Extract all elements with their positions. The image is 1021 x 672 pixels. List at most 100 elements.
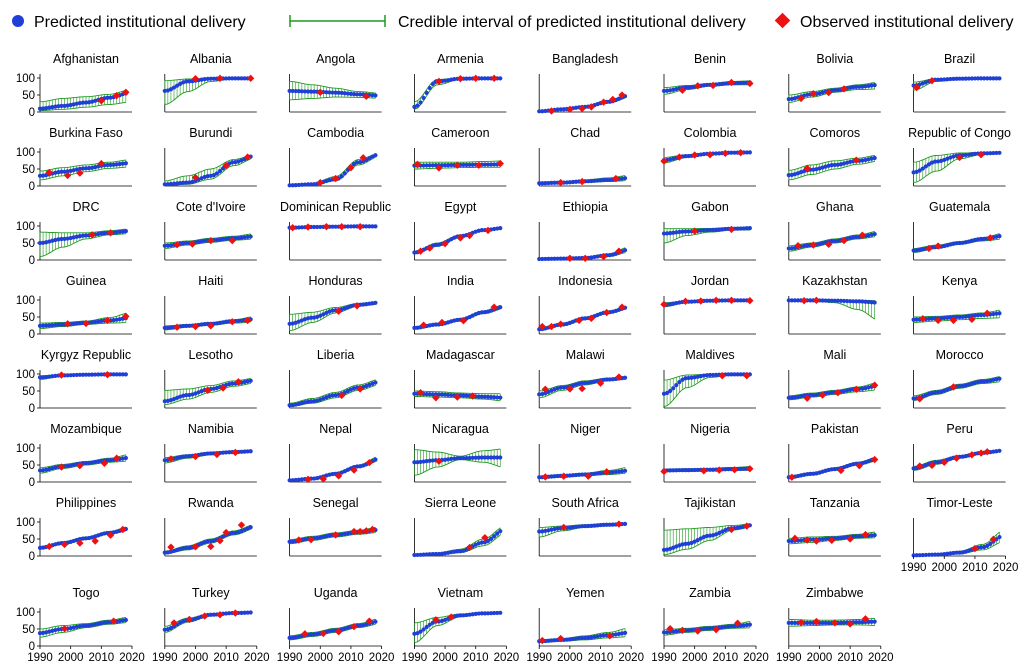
panel-title: Zimbabwe [806,586,864,600]
predicted-point [723,624,728,629]
predicted-point [720,298,725,303]
observed-point [660,300,668,309]
predicted-point [972,151,978,156]
predicted-point [305,89,311,94]
predicted-point [543,108,548,114]
observed-point [219,384,227,392]
predicted-point [997,534,1002,540]
predicted-point [857,299,862,304]
predicted-point [540,109,545,114]
predicted-point [427,163,432,168]
predicted-point [580,380,585,386]
observed-point [560,472,568,480]
predicted-point [701,228,706,233]
predicted-point [120,229,125,234]
observed-point [794,242,802,250]
predicted-point [202,77,207,82]
panel-kyrgyz-republic: Kyrgyz Republic 0 50 100 [16,348,132,415]
x-tick-label: 2010 [837,652,863,664]
panel-title: Kazakhstan [802,274,867,288]
interval-upper [39,159,126,172]
predicted-point [997,376,1002,381]
observed-point [106,531,115,539]
x-tick-label: 1990 [776,652,802,664]
observed-point [453,393,462,401]
predicted-point [174,181,180,186]
predicted-point [208,612,213,617]
predicted-point [701,83,706,88]
predicted-point [683,468,688,473]
panel-title: Kyrgyz Republic [41,348,131,362]
observed-point [97,97,106,105]
y-tick-label: 100 [16,369,35,381]
observed-point [246,74,255,83]
predicted-point [342,91,347,96]
y-tick-label: 100 [16,147,35,159]
observed-point [812,537,821,545]
y-tick-label: 50 [22,90,35,102]
predicted-point [467,162,472,167]
panel-india: India [412,274,507,335]
predicted-point [580,472,585,477]
observed-point [587,314,596,323]
predicted-point [926,552,932,557]
observed-point [556,634,565,643]
observed-point [870,381,879,389]
observed-series [419,303,498,329]
predicted-point [792,298,798,303]
observed-point [556,178,565,187]
predicted-point [942,552,947,557]
panel-title: Maldives [685,348,734,362]
predicted-point [966,314,971,319]
predicted-point [997,448,1002,453]
predicted-point [555,107,560,112]
interval-upper [164,154,251,182]
panel-burkina-faso: Burkina Faso 0 50 100 [16,126,132,193]
predicted-point [978,236,984,242]
panel-title: Burkina Faso [49,126,123,140]
observed-point [356,527,364,536]
predicted-point [680,468,685,473]
observed-point [538,322,546,331]
predicted-point [966,152,971,157]
predicted-point [470,162,475,167]
x-tick-label: 2000 [183,652,209,664]
observed-point [356,385,364,393]
predicted-point [954,241,959,246]
observed-point [112,92,121,100]
y-tick-label: 100 [16,517,35,529]
predicted-point [732,372,737,377]
predicted-point [80,372,86,377]
interval-lower [164,78,251,105]
panel-tajikistan: Tajikistan [661,496,756,557]
predicted-point [820,536,825,542]
observed-point [730,466,739,474]
predicted-point [117,161,122,167]
panel-title: Angola [316,52,355,66]
predicted-point [957,384,962,389]
observed-point [432,394,440,402]
predicted-point [452,77,457,82]
predicted-point [558,107,563,112]
predicted-point [464,612,469,618]
predicted-point [823,620,828,625]
predicted-point [248,610,253,615]
predicted-point [738,298,743,303]
predicted-point [430,458,435,463]
panel-drc: DRC 0 50 100 [16,200,132,267]
predicted-point [467,76,472,81]
predicted-point [945,551,950,556]
predicted-point [683,376,688,381]
predicted-point [583,380,588,385]
predicted-point [37,375,43,380]
predicted-point [498,76,503,81]
predicted-point [47,323,52,328]
panel-nicaragua: Nicaragua [412,422,507,483]
predicted-point [567,637,572,642]
predicted-series [287,380,378,408]
panel-title: Yemen [566,586,605,600]
observed-point [295,536,303,544]
predicted-point [418,459,423,465]
observed-point [983,448,991,456]
